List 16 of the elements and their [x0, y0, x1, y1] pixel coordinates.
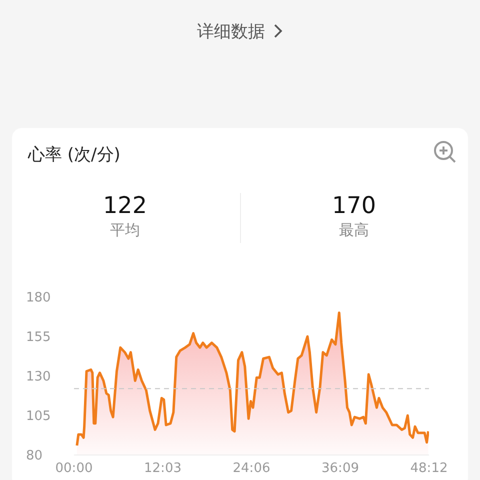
- x-tick-label: 48:12: [410, 461, 448, 476]
- chart-title: 心率 (次/分): [28, 144, 120, 166]
- text: 平均: [109, 221, 141, 240]
- x-tick-label: 12:03: [144, 461, 182, 476]
- text: 170: [331, 193, 377, 219]
- x-tick-label: 00:00: [55, 461, 93, 476]
- y-tick-label: 105: [26, 409, 51, 424]
- x-tick-label: 24:06: [232, 461, 270, 476]
- text: 122: [102, 193, 148, 219]
- text: 最高: [338, 221, 370, 240]
- y-tick-label: 130: [26, 370, 51, 385]
- x-tick-label: 36:09: [322, 461, 359, 476]
- text: 详细数据: [197, 22, 265, 42]
- y-tick-label: 155: [26, 330, 51, 346]
- y-tick-label: 180: [26, 290, 51, 306]
- y-tick-label: 80: [26, 448, 43, 464]
